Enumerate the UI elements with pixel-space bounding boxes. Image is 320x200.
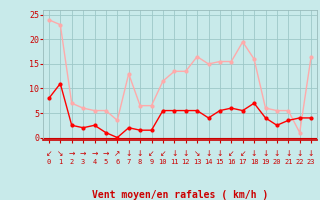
Text: ↙: ↙ <box>46 149 52 158</box>
Text: ↓: ↓ <box>125 149 132 158</box>
Text: →: → <box>91 149 98 158</box>
Text: →: → <box>68 149 75 158</box>
Text: ↙: ↙ <box>160 149 166 158</box>
Text: ↘: ↘ <box>194 149 200 158</box>
Text: ↓: ↓ <box>205 149 212 158</box>
Text: →: → <box>80 149 86 158</box>
Text: ↙: ↙ <box>228 149 235 158</box>
Text: ↓: ↓ <box>262 149 269 158</box>
Text: ↗: ↗ <box>114 149 121 158</box>
Text: ↓: ↓ <box>171 149 178 158</box>
Text: ↙: ↙ <box>239 149 246 158</box>
Text: ↓: ↓ <box>274 149 280 158</box>
Text: ↘: ↘ <box>57 149 63 158</box>
Text: ↓: ↓ <box>137 149 143 158</box>
X-axis label: Vent moyen/en rafales ( km/h ): Vent moyen/en rafales ( km/h ) <box>92 190 268 200</box>
Text: ↙: ↙ <box>148 149 155 158</box>
Text: →: → <box>103 149 109 158</box>
Text: ↓: ↓ <box>285 149 292 158</box>
Text: ↓: ↓ <box>308 149 314 158</box>
Text: ↓: ↓ <box>251 149 257 158</box>
Text: ↓: ↓ <box>297 149 303 158</box>
Text: ↓: ↓ <box>217 149 223 158</box>
Text: ↓: ↓ <box>182 149 189 158</box>
